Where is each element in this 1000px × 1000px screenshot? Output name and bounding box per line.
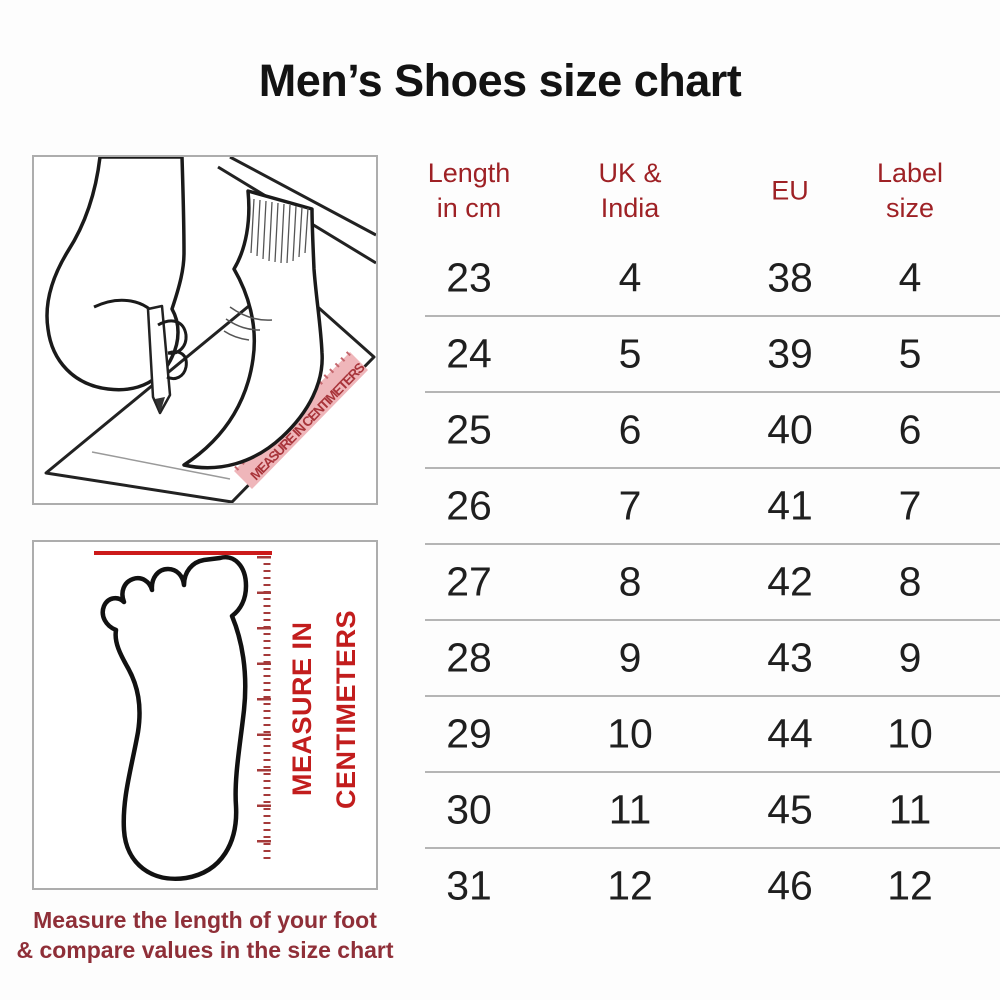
table-row: 25 6 40 6 <box>425 393 1000 469</box>
cell-length-cm: 26 <box>446 482 492 529</box>
measure-foot-illustration: MEASURE IN CENTIMETERS <box>32 155 378 505</box>
cell-eu: 40 <box>767 406 813 453</box>
cell-uk-india: 8 <box>618 558 642 605</box>
cell-length-cm: 25 <box>446 406 492 453</box>
cell-eu: 39 <box>767 330 813 377</box>
cell-length-cm: 27 <box>446 558 492 605</box>
table-header: Length in cm UK & India EU Label size <box>425 140 1000 241</box>
cell-label-size: 6 <box>898 406 922 453</box>
column-header-uk-india: UK & India <box>598 157 662 223</box>
caption-line-1: Measure the length of your foot <box>33 907 377 933</box>
cell-length-cm: 28 <box>446 634 492 681</box>
cell-label-size: 11 <box>888 786 932 833</box>
cell-label-size: 7 <box>898 482 922 529</box>
cell-label-size: 9 <box>898 634 922 681</box>
cell-eu: 38 <box>767 254 813 301</box>
instruction-caption: Measure the length of your foot & compar… <box>0 905 410 966</box>
cell-length-cm: 30 <box>446 786 492 833</box>
table-row: 31 12 46 12 <box>425 849 1000 923</box>
foot-outline-illustration: MEASURE IN CENTIMETERS <box>32 540 378 890</box>
table-row: 28 9 43 9 <box>425 621 1000 697</box>
table-row: 30 11 45 11 <box>425 773 1000 849</box>
cell-label-size: 4 <box>898 254 922 301</box>
hand-measuring-foot-drawing: MEASURE IN CENTIMETERS <box>44 155 377 504</box>
cell-length-cm: 29 <box>446 710 492 757</box>
cell-eu: 44 <box>767 710 813 757</box>
cell-eu: 41 <box>767 482 813 529</box>
cell-length-cm: 24 <box>446 330 492 377</box>
measured-line <box>91 451 231 480</box>
cell-uk-india: 12 <box>607 862 653 909</box>
table-row: 23 4 38 4 <box>425 241 1000 317</box>
column-header-label-size: Label size <box>876 157 944 223</box>
column-header-eu: EU <box>771 174 809 205</box>
cell-length-cm: 31 <box>446 862 492 909</box>
table-row: 29 10 44 10 <box>425 697 1000 773</box>
cell-uk-india: 9 <box>618 634 642 681</box>
cell-uk-india: 7 <box>618 482 642 529</box>
cell-uk-india: 11 <box>608 786 652 833</box>
measure-in-centimeters-label: MEASURE IN CENTIMETERS <box>287 609 361 809</box>
cell-length-cm: 23 <box>446 254 492 301</box>
cell-uk-india: 4 <box>618 254 642 301</box>
cell-label-size: 12 <box>887 862 933 909</box>
column-header-length-cm: Length in cm <box>427 157 511 223</box>
table-row: 27 8 42 8 <box>425 545 1000 621</box>
cell-uk-india: 10 <box>607 710 653 757</box>
cell-label-size: 10 <box>887 710 933 757</box>
finger-curl <box>166 350 188 381</box>
cell-eu: 42 <box>767 558 813 605</box>
table-row: 24 5 39 5 <box>425 317 1000 393</box>
table-row: 26 7 41 7 <box>425 469 1000 545</box>
foot-outline-drawing <box>94 551 272 882</box>
ruler-band <box>234 352 368 489</box>
sock-folds <box>223 306 273 341</box>
cell-eu: 46 <box>767 862 813 909</box>
caption-line-2: & compare values in the size chart <box>16 937 394 964</box>
cell-uk-india: 6 <box>618 406 642 453</box>
cell-eu: 45 <box>767 786 813 833</box>
page-title: Men’s Shoes size chart <box>258 55 742 106</box>
size-table: Length in cm UK & India EU Label size 23… <box>425 140 1000 923</box>
cell-label-size: 5 <box>898 330 922 377</box>
sock-ribbing <box>250 198 309 264</box>
cell-eu: 43 <box>767 634 813 681</box>
wall-line <box>229 155 377 237</box>
foot-outline <box>100 555 249 882</box>
cell-label-size: 8 <box>898 558 922 605</box>
cell-uk-india: 5 <box>618 330 642 377</box>
pencil-tip <box>155 397 165 413</box>
pencil <box>146 304 172 415</box>
